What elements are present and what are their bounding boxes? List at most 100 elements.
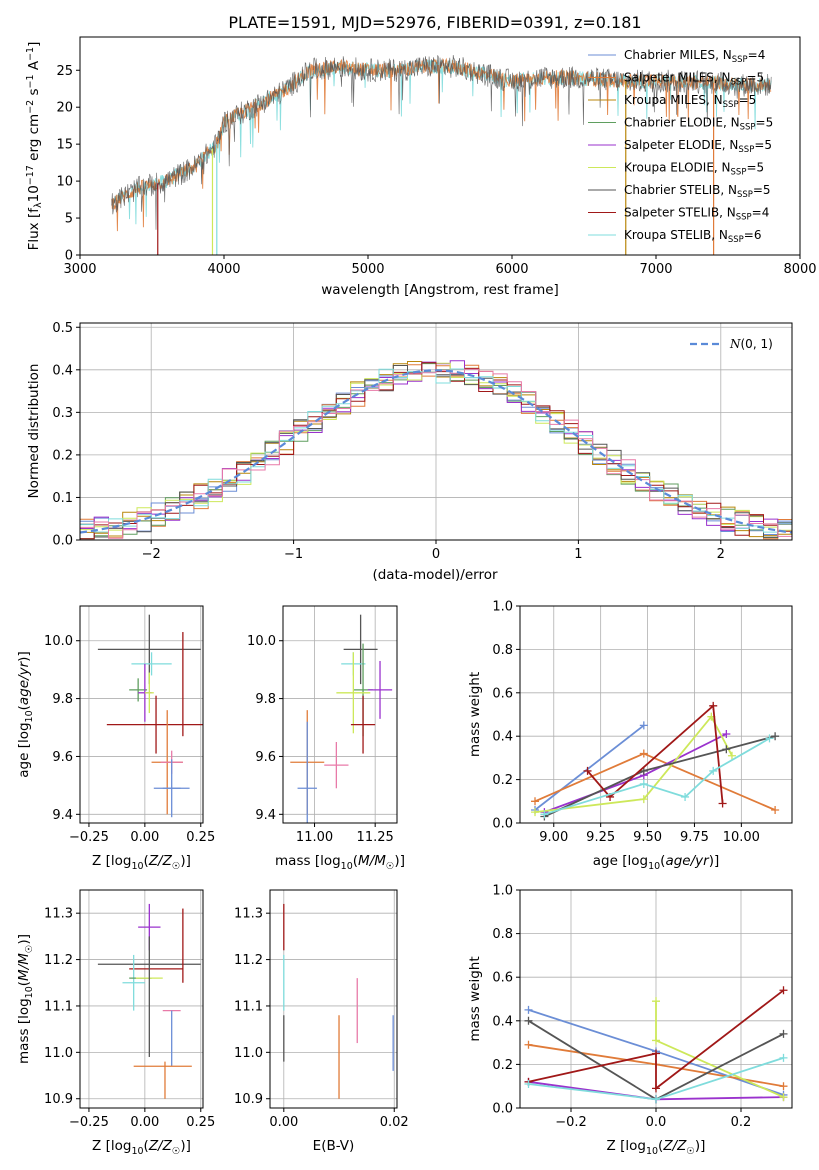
y-tick-label: 11.1 [44, 999, 73, 1014]
y-axis-label-part: 10 [24, 710, 35, 722]
y-tick-label: 0.1 [52, 491, 73, 506]
y-tick-label: 25 [56, 64, 73, 79]
legend-entry-part: =5 [753, 183, 771, 197]
weight-marker [652, 997, 660, 1006]
x-axis-label: wavelength [Angstrom, rest frame] [321, 282, 559, 298]
x-tick-label: 4000 [207, 262, 240, 277]
axes-spectrum: 3000 4000 5000 6000 7000 8000 0 5 10 15 20 25 wavele… [25, 36, 817, 298]
weight-line [534, 715, 733, 813]
legend-entry-part: SSP [723, 100, 739, 110]
y-tick-label: 10.0 [44, 634, 73, 649]
x-tick-label: −0.25 [69, 830, 109, 845]
weight-marker [771, 805, 780, 814]
legend-entry-part: SSP [740, 123, 756, 133]
plot-area [283, 903, 394, 1099]
y-axis-label-part: Flux [f [26, 207, 42, 251]
histogram-step [80, 368, 792, 533]
axes-mass-weight-vs-age: 9.00 9.25 9.50 9.75 10.00 0.0 0.2 0.4 0.6 0.8 1.0 a… [467, 600, 793, 872]
y-tick-label: 0.6 [492, 971, 513, 986]
x-axis-label-part: 10 [131, 861, 143, 872]
x-axis-label-part: )] [394, 853, 405, 869]
y-axis-label-part: 10 [24, 986, 35, 998]
y-axis-label-part: mass [log [16, 998, 32, 1064]
legend-entry-part: Salpeter STELIB, N [624, 206, 736, 220]
y-axis-label: mass weight [467, 956, 483, 1041]
weight-marker [722, 730, 731, 739]
x-axis-label-part: )] [695, 1138, 706, 1154]
x-axis-label: (data-model)/error [372, 567, 498, 583]
legend-entry-part: SSP [732, 55, 748, 65]
x-axis-label-part: M/M [358, 853, 386, 869]
legend-entry-part: Kroupa ELODIE, N [624, 161, 731, 175]
y-axis-label: Flux [fλ10−17 erg cm−2 s−1 A−1] [25, 42, 44, 251]
legend-entry-part: Chabrier MILES, N [624, 48, 732, 62]
y-tick-label: 0.2 [492, 773, 513, 788]
legend-entry-part: Kroupa STELIB, N [624, 228, 728, 242]
weight-marker [652, 1036, 660, 1045]
spectrum-line [111, 55, 772, 230]
x-axis-label-part: age/yr [665, 853, 710, 869]
weight-marker [531, 797, 540, 806]
x-axis-label-part: Z [log [92, 1138, 131, 1154]
y-tick-label: 0 [65, 249, 73, 264]
x-axis-label-part: Z/Z [148, 1138, 173, 1154]
y-axis-label-part: A [26, 60, 42, 74]
histogram-step [80, 368, 792, 539]
y-tick-label: 0.5 [52, 321, 73, 336]
y-tick-label: 5 [65, 212, 73, 227]
x-axis-label-part: ( [144, 853, 149, 869]
legend-entry-part: SSP [731, 168, 747, 178]
weight-marker [727, 751, 736, 760]
y-tick-label: 11.3 [234, 907, 263, 922]
x-tick-label: 0.00 [269, 1115, 298, 1130]
y-axis-label-part: 10 [26, 185, 42, 202]
y-tick-label: 0.0 [52, 534, 73, 549]
y-axis-label: age [log10(age/yr)] [16, 651, 35, 777]
axes-age-vs-Z: −0.25 0.00 0.259.49.69.810.0Z [log10(Z/Z☉)… [16, 605, 215, 872]
y-tick-label: 20 [56, 101, 73, 116]
histogram-step [80, 362, 792, 540]
x-axis-label-part: ☉ [172, 1146, 181, 1157]
y-axis-label-part: )] [16, 651, 32, 662]
x-axis-label-part: ☉ [172, 861, 181, 872]
weight-marker [779, 1093, 788, 1102]
weight-line [534, 724, 645, 811]
y-axis-label-part: ( [16, 705, 32, 710]
weight-marker [583, 766, 592, 775]
y-axis-label-part: M/M [16, 953, 32, 981]
y-tick-label: 10 [56, 175, 73, 190]
y-tick-label: 11.3 [44, 907, 73, 922]
x-axis-label: Z [log10(Z/Z☉)] [92, 1138, 191, 1157]
y-axis-label-part: )] [16, 934, 32, 945]
weight-marker [779, 986, 788, 995]
x-tick-label: 8000 [783, 262, 816, 277]
legend-entry-part: =5 [756, 116, 774, 130]
x-tick-label: 1 [574, 547, 582, 562]
weight-marker [652, 1049, 660, 1058]
y-tick-label: 15 [56, 138, 73, 153]
legend-entry: Kroupa STELIB, NSSP=6 [624, 228, 762, 245]
chart-title: PLATE=1591, MJD=52976, FIBERID=0391, z=0… [228, 13, 641, 32]
legend-entry-part: Kroupa MILES, N [624, 93, 723, 107]
x-tick-label: −0.2 [555, 1115, 587, 1130]
weight-marker [771, 732, 780, 741]
weight-marker [718, 799, 727, 808]
x-axis-label-part: age [log [593, 853, 648, 869]
y-axis-label: Normed distribution [26, 364, 42, 499]
weight-marker [709, 701, 718, 710]
legend-entry-part: Chabrier ELODIE, N [624, 116, 740, 130]
weight-marker [681, 792, 690, 801]
x-axis-label-part: 10 [341, 861, 353, 872]
weight-marker [524, 1040, 533, 1049]
weight-marker [531, 808, 540, 817]
weight-marker [722, 745, 731, 754]
x-tick-label: 11.00 [296, 830, 333, 845]
weight-marker [652, 1095, 660, 1104]
x-tick-label: 7000 [639, 262, 672, 277]
x-tick-label: −1 [284, 547, 303, 562]
y-axis-label-part: ] [26, 42, 42, 47]
x-axis-label-part: mass [log [275, 853, 341, 869]
legend-entry-part: SSP [738, 145, 754, 155]
weight-marker [524, 1005, 533, 1014]
x-tick-label: 9.75 [680, 830, 709, 845]
